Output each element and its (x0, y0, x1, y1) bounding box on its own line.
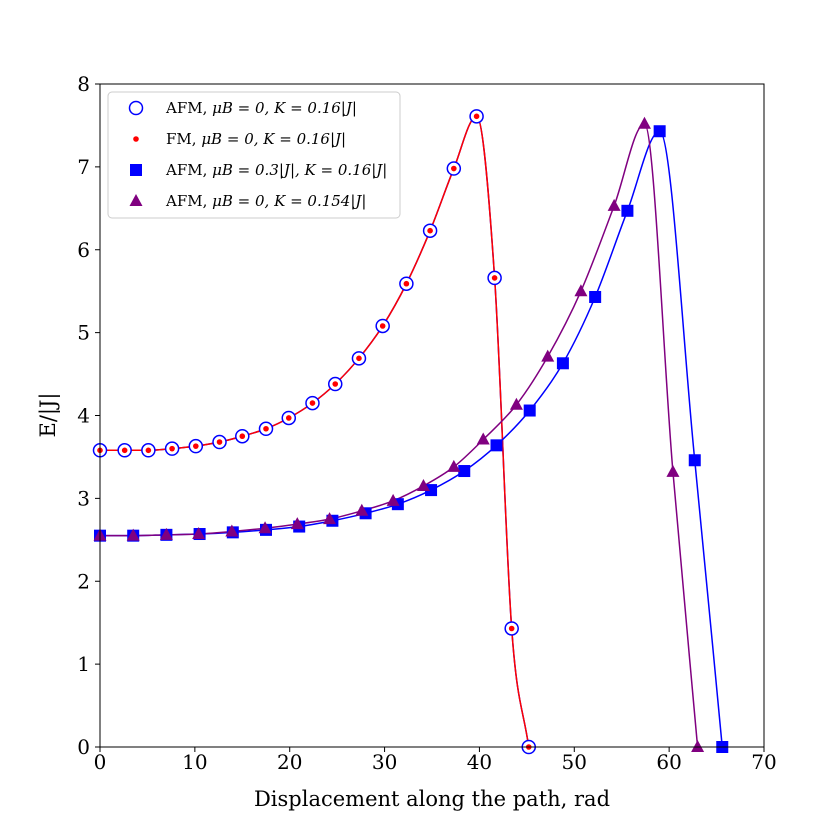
data-point-series-3 (447, 459, 461, 472)
y-axis: 0 1 2 3 4 5 6 7 8 (77, 72, 100, 759)
data-point-series-3 (126, 528, 140, 541)
x-tick-label: 30 (372, 750, 397, 774)
legend-marker-0 (128, 100, 144, 116)
data-point-series-1 (216, 439, 223, 445)
y-tick-label: 3 (77, 486, 90, 510)
data-point-series-1 (285, 415, 292, 421)
legend-label-params: μB = 0.3|J|, K = 0.16|J| (212, 161, 387, 179)
data-point-series-3 (258, 521, 272, 534)
data-point-series-3 (159, 527, 173, 540)
data-point-series-1 (356, 355, 362, 362)
data-point-series-3 (323, 512, 337, 525)
legend-label-params: μB = 0, K = 0.154|J| (212, 192, 366, 210)
data-point-series-1 (427, 227, 433, 234)
data-point-series-2 (458, 465, 471, 478)
data-point-series-1 (121, 447, 128, 454)
data-point-series-1 (309, 400, 316, 406)
data-point-series-1 (193, 443, 199, 449)
legend-marker-2 (130, 164, 142, 176)
y-tick-label: 1 (77, 652, 90, 676)
legend-marker-3 (129, 194, 143, 206)
legend-label-prefix: AFM, (165, 99, 212, 117)
legend-label-params: μB = 0, K = 0.16|J| (212, 99, 357, 117)
legend-marker-1 (133, 136, 139, 142)
x-tick-label: 10 (182, 750, 207, 774)
data-point-series-2 (425, 484, 438, 497)
y-tick-label: 6 (77, 238, 90, 262)
y-tick-label: 2 (77, 569, 90, 593)
y-tick-label: 8 (77, 72, 90, 96)
legend-label-prefix: AFM, (165, 161, 212, 179)
data-point-series-1 (332, 381, 339, 387)
x-tick-label: 20 (277, 750, 302, 774)
legend-label-1: FM, μB = 0, K = 0.16|J| (166, 130, 346, 148)
y-tick-label: 5 (77, 321, 90, 345)
data-point-series-1 (169, 445, 175, 452)
legend-label-0: AFM, μB = 0, K = 0.16|J| (165, 99, 357, 117)
x-tick-label: 0 (94, 750, 107, 774)
data-point-series-3 (355, 503, 369, 516)
markers-layer (92, 109, 729, 755)
data-point-series-3 (416, 478, 430, 491)
data-point-series-3 (386, 493, 400, 506)
data-point-series-2 (490, 439, 503, 452)
data-point-series-2 (523, 404, 536, 417)
data-point-series-1 (491, 275, 498, 281)
data-point-series-2 (653, 125, 666, 138)
data-point-series-1 (451, 165, 457, 172)
y-tick-label: 0 (77, 735, 90, 759)
data-point-series-3 (541, 349, 555, 362)
legend-label-3: AFM, μB = 0, K = 0.154|J| (165, 192, 366, 210)
legend-label-prefix: AFM, (165, 192, 212, 210)
x-axis: 0 10 20 30 40 50 60 70 (94, 747, 777, 774)
x-tick-label: 70 (751, 750, 776, 774)
series-line-2 (100, 130, 724, 748)
data-point-series-2 (556, 357, 569, 370)
data-point-series-2 (589, 290, 602, 303)
data-point-series-2 (688, 454, 701, 467)
data-point-series-1 (263, 425, 269, 432)
data-point-series-1 (508, 625, 515, 632)
data-point-series-1 (403, 280, 410, 287)
data-point-series-1 (239, 433, 246, 440)
legend-label-prefix: FM, (166, 130, 201, 148)
data-point-series-3 (225, 524, 239, 537)
x-tick-label: 40 (467, 750, 492, 774)
data-point-series-3 (607, 198, 621, 211)
data-point-series-3 (574, 284, 588, 297)
data-point-series-1 (379, 323, 386, 329)
data-point-series-3 (637, 116, 651, 129)
x-tick-label: 50 (562, 750, 587, 774)
data-point-series-3 (509, 397, 523, 410)
data-point-series-1 (145, 447, 152, 454)
y-tick-label: 4 (77, 404, 90, 428)
data-point-series-3 (192, 527, 206, 540)
legend-box (107, 91, 401, 219)
data-point-series-3 (290, 517, 304, 530)
data-point-series-3 (691, 740, 705, 752)
legend: AFM, μB = 0, K = 0.16|J|FM, μB = 0, K = … (107, 91, 401, 219)
data-point-series-3 (666, 464, 680, 477)
data-point-series-2 (621, 204, 634, 217)
data-point-series-1 (473, 113, 480, 120)
legend-label-params: μB = 0, K = 0.16|J| (201, 130, 346, 148)
y-axis-label: E/|J| (36, 393, 61, 438)
x-tick-label: 60 (656, 750, 681, 774)
y-tick-label: 7 (77, 155, 90, 179)
x-axis-label: Displacement along the path, rad (254, 787, 610, 811)
data-point-series-3 (476, 432, 490, 445)
legend-label-2: AFM, μB = 0.3|J|, K = 0.16|J| (165, 161, 387, 179)
